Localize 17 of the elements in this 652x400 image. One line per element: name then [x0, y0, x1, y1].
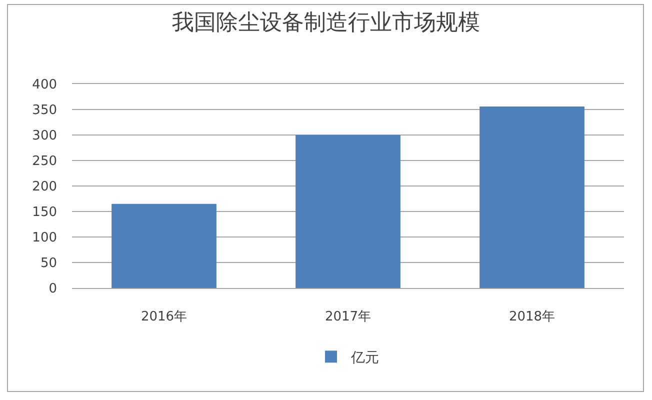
- y-tick-label: 150: [32, 205, 57, 220]
- bar: [112, 204, 216, 288]
- y-tick-label: 50: [40, 256, 57, 272]
- x-tick-label: 2017年: [324, 310, 372, 325]
- y-tick-label: 100: [32, 230, 57, 246]
- x-tick-label: 2018年: [508, 310, 556, 325]
- y-tick-label: 350: [32, 103, 57, 118]
- y-tick-label: 0: [48, 282, 57, 297]
- y-tick-label: 300: [32, 128, 57, 144]
- bar: [480, 106, 584, 288]
- x-tick-label: 2016年: [140, 310, 188, 325]
- legend-label: 亿元: [350, 350, 379, 366]
- chart-title: 我国除尘设备制造行业市场规模: [172, 10, 480, 36]
- y-tick-label: 200: [32, 180, 57, 195]
- y-tick-label: 400: [32, 78, 57, 93]
- y-tick-label: 250: [32, 154, 57, 170]
- bar: [296, 135, 400, 288]
